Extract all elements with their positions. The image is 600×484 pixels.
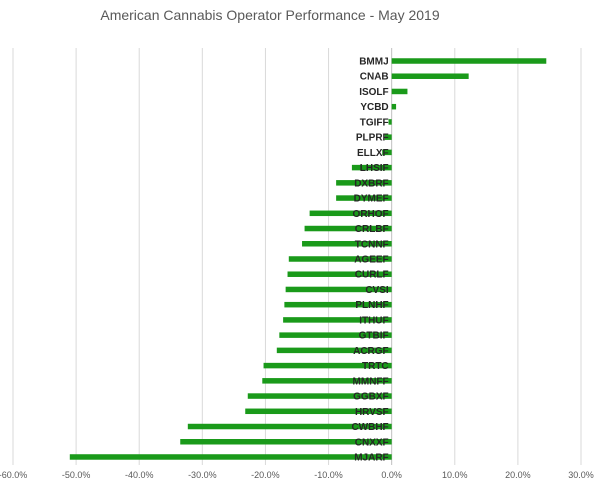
bar-ithuf [283, 317, 392, 323]
x-tick-label: 10.0% [442, 470, 468, 480]
bar-plnhf [284, 301, 392, 308]
category-label: DYMEF [354, 194, 389, 205]
chart-title: American Cannabis Operator Performance -… [100, 7, 440, 23]
bar-cwbhf [187, 423, 392, 430]
category-label: TGIFF [360, 117, 389, 128]
x-tick-label: 0.0% [381, 470, 402, 480]
category-label: ORHOF [353, 209, 389, 220]
category-label: GTBIF [359, 331, 389, 342]
bar-plprf [384, 134, 392, 140]
x-tick-label: -40.0% [125, 470, 154, 480]
category-label: CRLBF [355, 224, 389, 235]
category-label: LHSIF [360, 163, 389, 174]
bar-mjarf [69, 454, 392, 460]
category-label: AGEEF [354, 254, 388, 265]
x-axis-tick-labels: -60.0% -50.0% -40.0% -30.0% -20.0% -10.0% 0.0%… [0, 470, 594, 480]
category-label: TCNNF [355, 239, 389, 250]
x-tick-label: 30.0% [568, 470, 594, 480]
x-tick-label: -50.0% [62, 470, 91, 480]
bar-tgiff [388, 119, 392, 125]
x-tick-label: -60.0% [0, 470, 27, 480]
category-label: CVSI [365, 285, 389, 296]
bar-gtbif [279, 332, 392, 338]
bar-ycbd [391, 103, 397, 110]
x-tick-label: 20.0% [505, 470, 531, 480]
bar-ageef [288, 256, 392, 262]
category-label: CNXXF [355, 437, 389, 448]
bar-cnab [391, 73, 469, 79]
bar-curlf [287, 271, 392, 277]
x-tick-label: -20.0% [251, 470, 280, 480]
bar-mmnff [262, 378, 392, 384]
category-labels: BMMJ CNAB ISOLF YCBD TGIFF PLPRF ELLXF LHSIF DXB… [351, 57, 388, 464]
bar-dxbrf [336, 180, 392, 186]
category-label: ITHUF [359, 315, 388, 326]
category-label: MJARF [354, 452, 388, 463]
x-tick-label: -10.0% [314, 470, 343, 480]
category-label: MMNFF [353, 376, 389, 387]
category-label: TRTC [362, 361, 389, 372]
category-label: GGBXF [353, 392, 389, 403]
bar-tcnnf [302, 241, 392, 247]
bar-hrvsf [245, 408, 392, 415]
x-tick-label: -30.0% [188, 470, 217, 480]
category-label: PLPRF [356, 133, 389, 144]
bars [69, 58, 547, 460]
bar-trtc [263, 362, 392, 369]
category-label: ELLXF [357, 148, 389, 159]
bar-cnxxf [180, 439, 392, 445]
category-label: BMMJ [359, 57, 388, 68]
bar-crlbf [304, 225, 392, 232]
category-label: DXBRF [354, 178, 388, 189]
category-label: ACRGF [353, 346, 389, 357]
bar-lhsif [351, 164, 392, 171]
category-label: ISOLF [359, 87, 388, 98]
category-label: YCBD [360, 102, 388, 113]
category-label: CURLF [355, 270, 389, 281]
bar-bmmj [391, 58, 547, 64]
bar-ggbxf [247, 393, 392, 399]
category-label: PLNHF [355, 300, 388, 311]
bar-ellxf [382, 149, 392, 156]
bar-acrgf [276, 347, 392, 354]
bar-dymef [336, 195, 392, 201]
bar-isolf [391, 88, 408, 95]
bar-orhof [309, 210, 392, 217]
category-label: HRVSF [355, 407, 389, 418]
bar-cvsi [285, 286, 392, 293]
category-label: CNAB [360, 72, 389, 83]
category-label: CWBHF [351, 422, 388, 433]
